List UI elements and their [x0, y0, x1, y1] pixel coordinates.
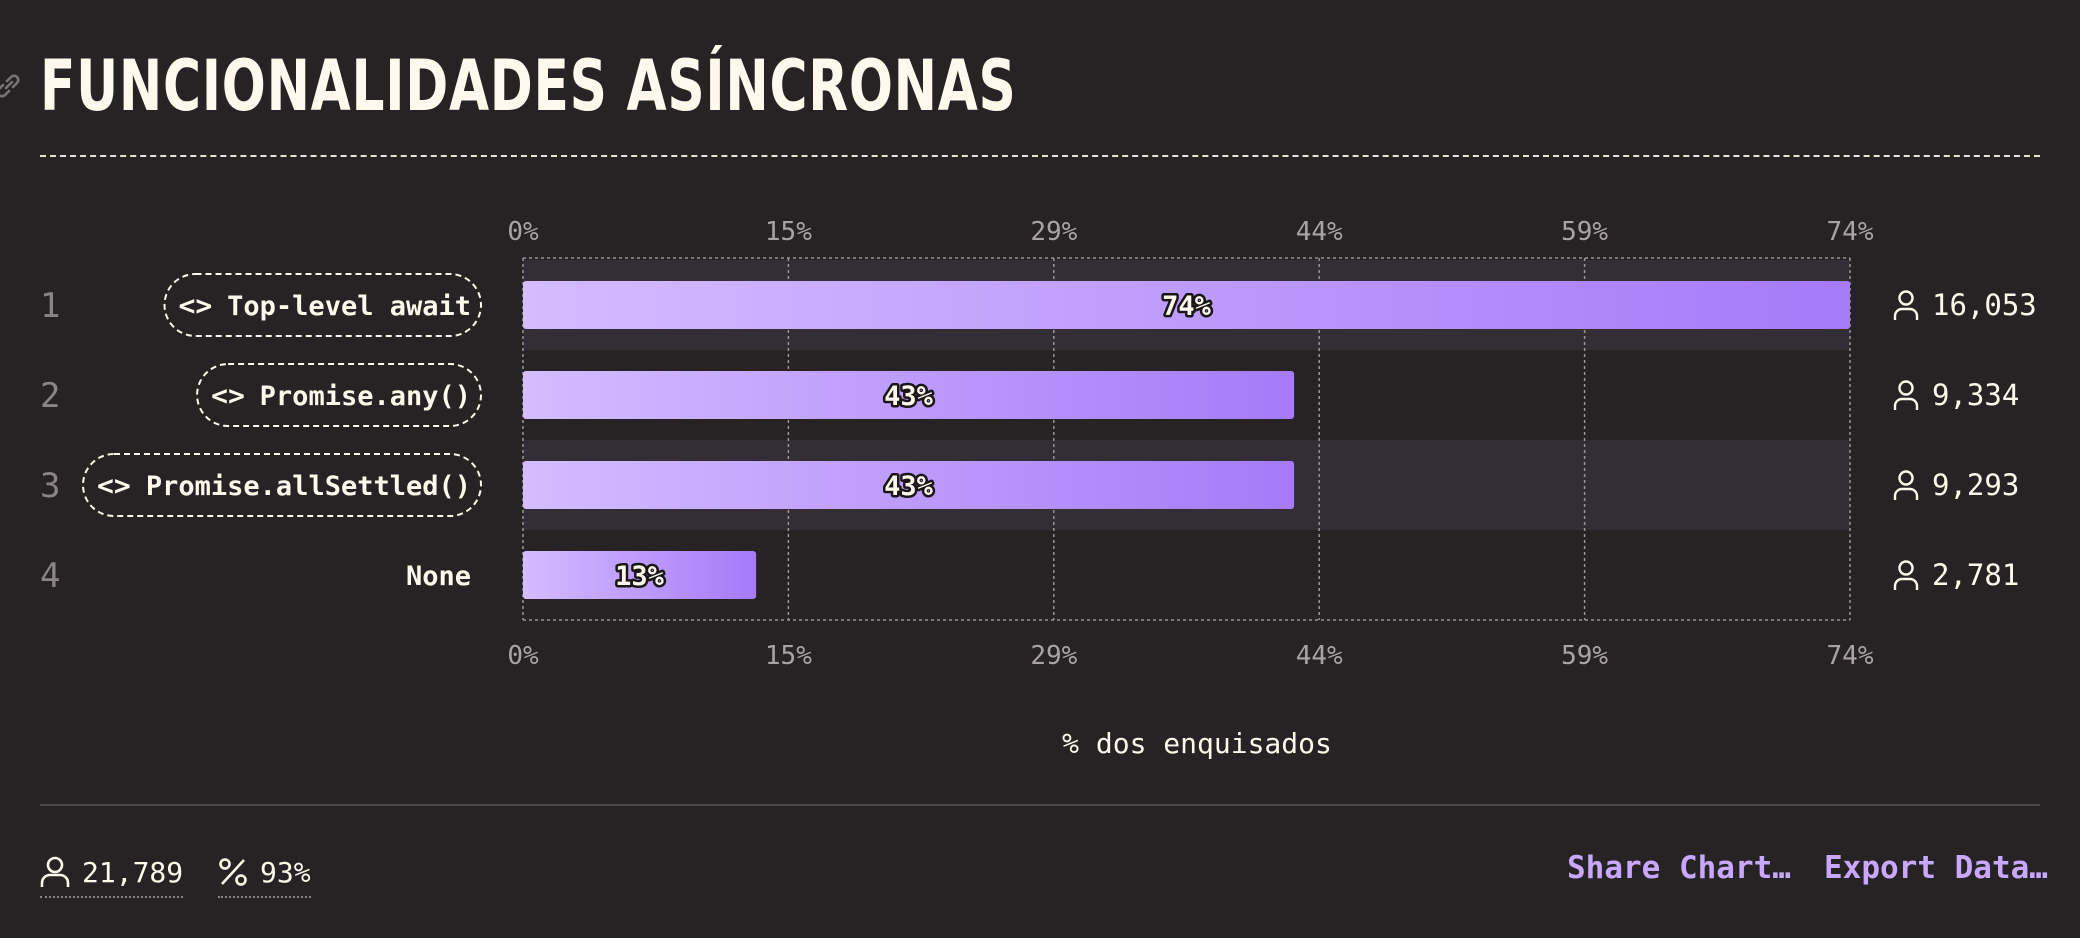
- person-icon-body: [1893, 307, 1919, 320]
- code-pill: [82, 453, 482, 517]
- x-tick-label: 29%: [1030, 217, 1077, 247]
- percent-icon: [219, 858, 247, 886]
- chart-title: FUNCIONALIDADES ASÍNCRONAS: [40, 45, 1017, 127]
- person-icon-body: [1893, 487, 1919, 500]
- person-icon-head: [1898, 470, 1914, 486]
- respondents-count: 21,789: [82, 855, 184, 889]
- x-tick-label: 74%: [1827, 641, 1874, 671]
- code-icon: <>: [211, 379, 245, 412]
- rank-label: 4: [40, 556, 60, 596]
- respondent-count: 9,293: [1932, 468, 2019, 502]
- rank-label: 3: [40, 466, 60, 506]
- bar: [523, 461, 1295, 509]
- person-icon-head: [1898, 290, 1914, 306]
- footer-divider: [40, 804, 2040, 806]
- respondent-count: 2,781: [1932, 558, 2019, 592]
- person-icon: [1893, 380, 1919, 410]
- x-tick-label: 15%: [765, 217, 812, 247]
- category-label: None: [406, 561, 471, 592]
- share-chart-button[interactable]: Share Chart…: [1567, 850, 1791, 886]
- rank-label: 1: [40, 286, 60, 326]
- person-icon-head: [1898, 560, 1914, 576]
- code-pill: [196, 363, 482, 427]
- export-data-button[interactable]: Export Data…: [1824, 850, 2048, 886]
- bar: [523, 371, 1295, 419]
- code-pill: [163, 273, 482, 337]
- person-icon: [1893, 560, 1919, 590]
- bar: [523, 281, 1850, 329]
- x-tick-label: 59%: [1561, 641, 1608, 671]
- person-icon: [1893, 470, 1919, 500]
- person-icon: [1893, 290, 1919, 320]
- x-tick-label: 0%: [507, 217, 539, 247]
- title-divider: [40, 155, 2040, 157]
- bar-value-label: 43%: [884, 381, 934, 412]
- x-axis-label: % dos enquisados: [1062, 727, 1332, 760]
- respondent-count: 16,053: [1932, 288, 2037, 322]
- category-label: Promise.allSettled(): [146, 471, 471, 502]
- percent-stat[interactable]: 93%: [218, 852, 311, 898]
- bar-value-label: 43%: [884, 471, 934, 502]
- bar-chart: 0% 15% 29% 44% 59% 74% 0% 15% 29% 44% 59% 74% 74% 4…: [40, 217, 2037, 760]
- code-icon: <>: [97, 469, 131, 502]
- category-label: Promise.any(): [260, 381, 471, 412]
- x-tick-label: 59%: [1561, 217, 1608, 247]
- bar-value-label: 13%: [615, 561, 665, 592]
- respondents-stat[interactable]: 21,789: [40, 852, 184, 898]
- person-icon-head: [1898, 380, 1914, 396]
- bar-value-label: 74%: [1162, 291, 1212, 322]
- person-icon: [40, 856, 70, 887]
- link-icon[interactable]: [0, 72, 22, 100]
- category-label: Top-level await: [227, 291, 471, 322]
- bar: [523, 551, 757, 599]
- code-icon: <>: [179, 289, 213, 322]
- x-tick-label: 29%: [1030, 641, 1077, 671]
- x-tick-label: 44%: [1296, 641, 1343, 671]
- x-tick-label: 15%: [765, 641, 812, 671]
- respondent-count: 9,334: [1932, 378, 2019, 412]
- person-icon-body: [1893, 397, 1919, 410]
- x-tick-label: 0%: [507, 641, 539, 671]
- percent-value: 93%: [260, 855, 311, 889]
- person-icon-body: [1893, 577, 1919, 590]
- rank-label: 2: [40, 376, 60, 416]
- x-tick-label: 44%: [1296, 217, 1343, 247]
- x-tick-label: 74%: [1827, 217, 1874, 247]
